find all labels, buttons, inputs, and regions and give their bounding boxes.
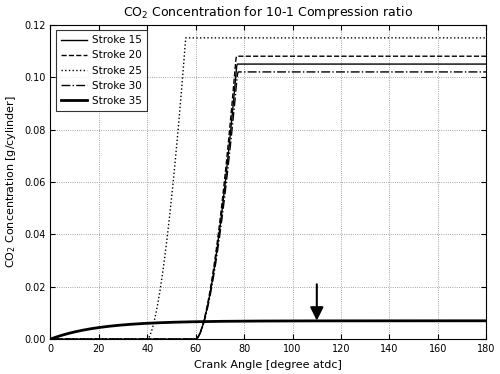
- Stroke 35: [304, 319, 310, 323]
- Stroke 15: [124, 337, 130, 341]
- Stroke 15: [160, 337, 166, 341]
- Stroke 20: [484, 54, 490, 58]
- Stroke 25: [48, 337, 54, 341]
- Stroke 30: [339, 70, 345, 74]
- Stroke 15: [234, 62, 240, 66]
- Stroke 25: [484, 36, 490, 40]
- Stroke 25: [339, 36, 345, 40]
- Stroke 20: [246, 54, 252, 58]
- Stroke 30: [246, 70, 252, 74]
- Stroke 20: [124, 337, 130, 341]
- Stroke 20: [339, 54, 345, 58]
- Line: Stroke 20: Stroke 20: [50, 56, 486, 339]
- Stroke 15: [48, 337, 54, 341]
- Stroke 30: [124, 337, 130, 341]
- Stroke 35: [338, 319, 344, 323]
- Title: CO$_2$ Concentration for 10-1 Compression ratio: CO$_2$ Concentration for 10-1 Compressio…: [124, 4, 414, 21]
- Legend: Stroke 15, Stroke 20, Stroke 25, Stroke 30, Stroke 35: Stroke 15, Stroke 20, Stroke 25, Stroke …: [56, 30, 147, 111]
- Stroke 35: [124, 322, 130, 327]
- Stroke 35: [48, 337, 54, 341]
- Stroke 25: [124, 337, 130, 341]
- Stroke 20: [305, 54, 311, 58]
- Stroke 30: [484, 70, 490, 74]
- Stroke 25: [160, 272, 166, 276]
- Stroke 35: [376, 319, 382, 323]
- Stroke 20: [48, 337, 54, 341]
- Stroke 15: [305, 62, 311, 66]
- Line: Stroke 15: Stroke 15: [50, 64, 486, 339]
- Stroke 30: [235, 70, 241, 74]
- Stroke 25: [246, 36, 252, 40]
- Stroke 15: [246, 62, 252, 66]
- Line: Stroke 25: Stroke 25: [50, 38, 486, 339]
- Stroke 30: [305, 70, 311, 74]
- Stroke 20: [376, 54, 382, 58]
- Stroke 25: [376, 36, 382, 40]
- Line: Stroke 35: Stroke 35: [50, 321, 486, 339]
- Stroke 20: [234, 54, 239, 58]
- Stroke 25: [305, 36, 311, 40]
- Line: Stroke 30: Stroke 30: [50, 72, 486, 339]
- Stroke 30: [48, 337, 54, 341]
- Stroke 35: [160, 321, 166, 325]
- Stroke 25: [182, 36, 188, 40]
- Y-axis label: CO$_2$ Concentration [g/cylinder]: CO$_2$ Concentration [g/cylinder]: [4, 96, 18, 268]
- Stroke 20: [160, 337, 166, 341]
- Stroke 35: [484, 319, 490, 323]
- Stroke 30: [160, 337, 166, 341]
- Stroke 35: [244, 319, 250, 324]
- Stroke 15: [376, 62, 382, 66]
- Stroke 15: [339, 62, 345, 66]
- Stroke 15: [484, 62, 490, 66]
- Stroke 30: [376, 70, 382, 74]
- X-axis label: Crank Angle [degree atdc]: Crank Angle [degree atdc]: [194, 359, 342, 370]
